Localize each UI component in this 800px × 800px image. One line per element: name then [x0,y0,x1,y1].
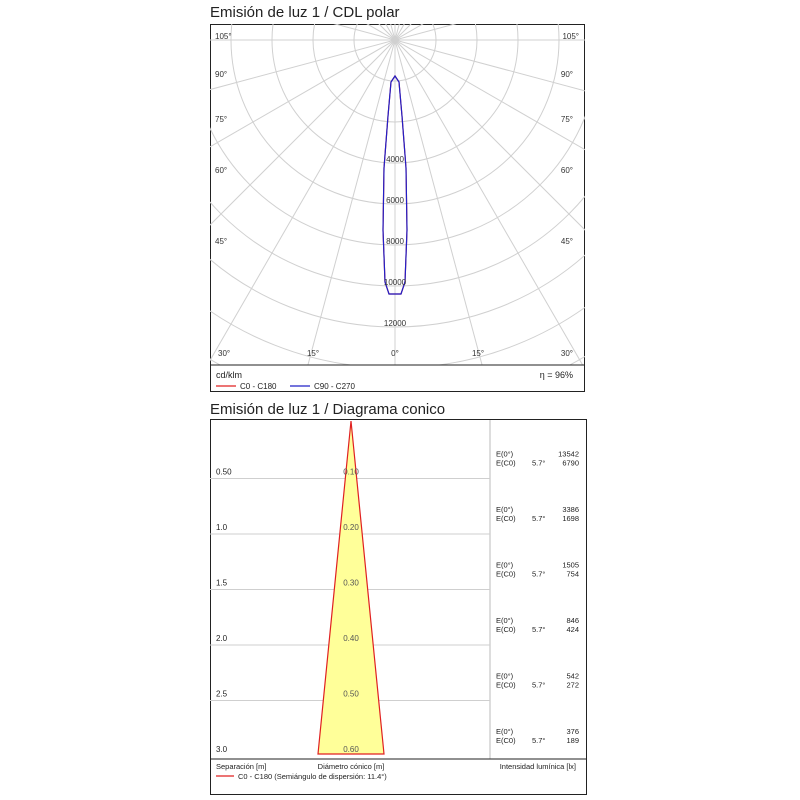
separation-value: 2.5 [216,690,228,699]
diameter-value: 0.30 [343,579,359,588]
cone-axis-intensity: Intensidad lumínica [lx] [500,762,576,771]
ec-label: E(C0) [496,570,516,579]
e0-label: E(0°) [496,561,514,570]
angle-value: 5.7° [532,570,545,579]
e0-value: 3386 [562,505,579,514]
angle-label: 105° [215,32,232,41]
cone-shape [317,420,385,755]
ec-value: 272 [566,681,579,690]
curve-c90-c270 [382,74,408,295]
ec-value: 189 [566,736,579,745]
legend-c0-label: C0 - C180 [240,382,277,391]
legend-c90-label: C90 - C270 [314,382,355,391]
polar-diagram: 4000 6000 8000 10000 12000 105° 90° 75° … [210,24,585,392]
e0-label: E(0°) [496,505,514,514]
cone-diagram: Separación [m] Diámetro cónico [m] Inten… [210,419,587,795]
cone-axis-separation: Separación [m] [216,762,266,771]
angle-label: 0° [391,349,399,358]
diameter-value: 0.40 [343,634,359,643]
polar-curves [382,74,408,295]
angle-label: 30° [218,349,230,358]
angle-label: 15° [307,349,319,358]
e0-label: E(0°) [496,450,514,459]
angle-label: 45° [561,237,573,246]
e0-value: 1505 [562,561,579,570]
radial-label: 4000 [386,155,404,164]
diameter-value: 0.20 [343,523,359,532]
ec-label: E(C0) [496,625,516,634]
angle-label: 30° [561,349,573,358]
angle-value: 5.7° [532,681,545,690]
angle-label: 90° [561,70,573,79]
cone-legend-label: C0 - C180 (Semiángulo de dispersión: 11.… [238,772,387,781]
angle-label: 45° [215,237,227,246]
angle-label: 75° [561,115,573,124]
radial-label: 10000 [384,278,407,287]
e0-value: 542 [566,672,579,681]
angle-value: 5.7° [532,459,545,468]
diameter-value: 0.50 [343,690,359,699]
diameter-value: 0.60 [343,745,359,754]
polar-efficiency: η = 96% [540,370,573,380]
ec-value: 6790 [562,459,579,468]
separation-value: 1.0 [216,523,228,532]
cone-frame [210,419,587,795]
e0-label: E(0°) [496,672,514,681]
ec-value: 754 [566,570,579,579]
angle-value: 5.7° [532,514,545,523]
ec-value: 424 [566,625,579,634]
polar-right-angle-labels: 105° 90° 75° 60° 45° 30° [561,32,579,358]
angle-value: 5.7° [532,736,545,745]
angle-label: 15° [472,349,484,358]
ec-value: 1698 [562,514,579,523]
polar-radial-labels: 4000 6000 8000 10000 12000 [384,155,407,328]
polar-unit: cd/klm [216,370,242,380]
polar-title: Emisión de luz 1 / CDL polar [210,4,400,21]
ec-label: E(C0) [496,514,516,523]
e0-value: 846 [566,616,579,625]
cone-axis-diameter: Diámetro cónico [m] [318,762,385,771]
angle-label: 105° [562,32,579,41]
e0-label: E(0°) [496,727,514,736]
separation-value: 0.50 [216,468,232,477]
radial-label: 12000 [384,319,407,328]
angle-label: 75° [215,115,227,124]
e0-value: 13542 [558,450,579,459]
e0-label: E(0°) [496,616,514,625]
e0-value: 376 [566,727,579,736]
angle-label: 60° [561,166,573,175]
diameter-value: 0.10 [343,468,359,477]
ec-label: E(C0) [496,736,516,745]
radial-label: 6000 [386,196,404,205]
cone-rows: 0.50 0.10 E(0°) 13542 E(C0) 5.7° 6790 1.0 0.20 E(… [216,450,579,755]
angle-value: 5.7° [532,625,545,634]
separation-value: 2.0 [216,634,228,643]
polar-grid [210,24,585,365]
cone-title: Emisión de luz 1 / Diagrama conico [210,401,446,418]
ec-label: E(C0) [496,681,516,690]
polar-frame [210,24,585,392]
polar-bottom-labels: 15° 0° 15° [307,349,484,358]
polar-left-angle-labels: 105° 90° 75° 60° 45° 30° [215,32,232,358]
radial-label: 8000 [386,237,404,246]
angle-label: 90° [215,70,227,79]
separation-value: 1.5 [216,579,228,588]
ec-label: E(C0) [496,459,516,468]
separation-value: 3.0 [216,745,228,754]
angle-label: 60° [215,166,227,175]
